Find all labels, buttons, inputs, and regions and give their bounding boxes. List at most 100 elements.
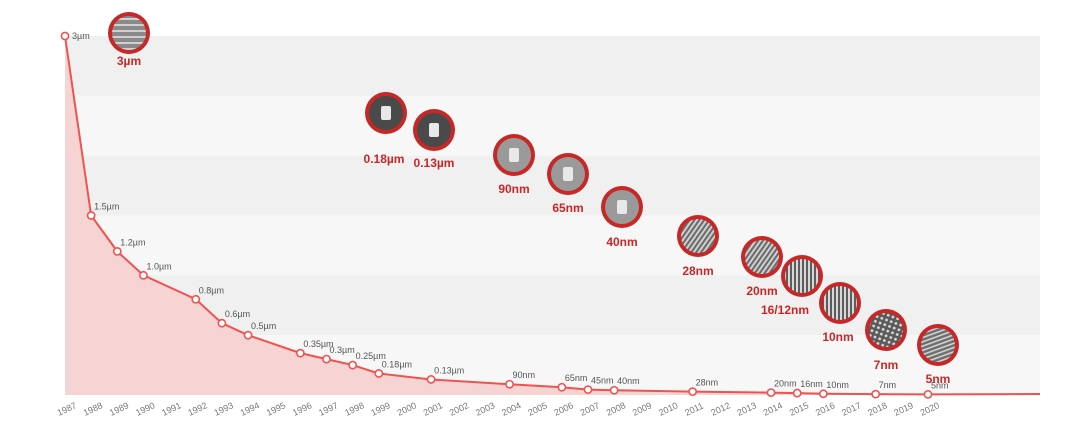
point-labels: 3µm1.5µm1.2µm1.0µm0.8µm0.6µm0.5µm0.35µm0… (72, 31, 948, 390)
data-point (112, 246, 122, 256)
node-label: 5nm (926, 372, 951, 386)
x-tick-label: 2018 (866, 400, 888, 418)
point-label: 0.35µm (303, 339, 333, 349)
node-label: 0.18µm (364, 152, 405, 166)
x-tick-label: 2016 (814, 400, 836, 418)
point-label: 1.2µm (120, 237, 145, 247)
point-label: 45nm (591, 376, 614, 386)
x-tick-label: 1991 (160, 400, 182, 418)
x-tick-label: 2000 (396, 400, 418, 418)
node-badge: 10nm (819, 282, 861, 344)
data-point (766, 388, 776, 398)
x-tick-label: 1987 (56, 400, 78, 418)
point-label: 20nm (774, 379, 797, 389)
point-label: 0.18µm (382, 359, 412, 369)
x-tick-label: 1999 (369, 400, 391, 418)
gate-shape (381, 106, 391, 120)
x-tick-label: 2014 (762, 400, 784, 418)
node-label: 7nm (874, 358, 899, 372)
x-tick-label: 1989 (108, 400, 130, 418)
node-label: 10nm (822, 330, 853, 344)
x-tick-label: 2007 (579, 400, 601, 418)
gate-shape (617, 200, 627, 214)
data-point (505, 379, 514, 389)
data-point (792, 388, 802, 398)
point-label: 10nm (826, 380, 849, 390)
data-point (426, 375, 436, 384)
background-band (65, 95, 1040, 156)
data-point (295, 348, 305, 358)
node-label: 65nm (552, 201, 583, 215)
point-label: 40nm (617, 376, 640, 386)
background-band (65, 36, 1040, 96)
node-badge: 7nm (865, 309, 907, 372)
node-images: 3µm 0.18µm 0.13µm 90nm 65nm 40nm 28nm 20nm 16/12… (108, 12, 959, 386)
x-tick-label: 2001 (422, 400, 444, 418)
data-point (139, 270, 148, 280)
x-tick-label: 1996 (291, 400, 313, 418)
node-badge: 20nm (741, 236, 783, 298)
node-badge: 90nm (493, 134, 535, 196)
data-point (243, 330, 253, 340)
background-band (65, 215, 1040, 276)
node-badge: 5nm (917, 324, 959, 386)
node-label: 90nm (498, 182, 529, 196)
node-badge: 0.18µm (364, 92, 407, 166)
point-label: 0.13µm (434, 365, 464, 375)
point-label: 28nm (696, 378, 719, 388)
point-label: 0.6µm (225, 309, 250, 319)
nanosheet-sem-icon (921, 328, 955, 362)
data-point (86, 211, 96, 220)
data-point (609, 385, 619, 395)
x-tick-label: 2020 (919, 400, 941, 418)
data-point (871, 389, 881, 399)
x-tick-label: 2017 (840, 400, 862, 418)
x-tick-label: 2003 (474, 400, 496, 418)
finfet-array-sem-icon (745, 240, 779, 274)
point-label: 0.25µm (356, 351, 386, 361)
point-label: 90nm (513, 370, 536, 380)
nanowire-grid-sem-icon (869, 313, 903, 347)
fin-lines-sem-icon (785, 259, 819, 293)
node-label: 40nm (606, 235, 637, 249)
x-tick-label: 1995 (265, 400, 287, 418)
trench-sem-icon (112, 16, 146, 50)
area-fill (65, 36, 1040, 395)
data-point (374, 369, 384, 378)
x-axis-ticks: 1987 1988 1989 1990 1991 1992 1993 1994 1995 1996… (56, 400, 941, 418)
point-label: 0.3µm (330, 345, 355, 355)
data-point (923, 390, 933, 399)
x-tick-label: 2011 (683, 401, 705, 418)
data-point (583, 385, 593, 395)
x-tick-label: 2013 (736, 400, 758, 418)
data-point (217, 318, 227, 328)
x-tick-label: 2015 (788, 400, 810, 418)
x-tick-label: 1998 (343, 400, 365, 418)
x-tick-label: 1993 (213, 400, 235, 418)
x-tick-label: 2006 (552, 400, 574, 418)
x-tick-label: 2004 (500, 400, 522, 418)
point-label: 0.5µm (251, 321, 276, 331)
point-label: 1.0µm (146, 261, 171, 271)
point-label: 0.8µm (199, 285, 224, 295)
x-tick-label: 1990 (134, 400, 156, 418)
x-tick-label: 2005 (526, 400, 548, 418)
node-label: 0.13µm (414, 156, 455, 170)
node-label: 28nm (682, 264, 713, 278)
node-label: 20nm (746, 284, 777, 298)
x-tick-label: 1994 (239, 400, 261, 418)
node-badge: 16/12nm (761, 255, 823, 317)
x-tick-label: 1988 (82, 400, 104, 418)
node-badge: 3µm (108, 12, 150, 68)
point-label: 65nm (565, 373, 588, 383)
point-label: 7nm (879, 380, 897, 390)
data-point (60, 31, 70, 41)
data-point (557, 382, 567, 392)
x-tick-label: 1997 (317, 400, 339, 418)
point-label: 1.5µm (94, 202, 119, 212)
finfet-array-sem-icon (681, 219, 715, 253)
fin-lines-sem-icon (823, 286, 857, 320)
x-tick-label: 2019 (892, 400, 914, 418)
x-tick-label: 2002 (448, 400, 470, 418)
